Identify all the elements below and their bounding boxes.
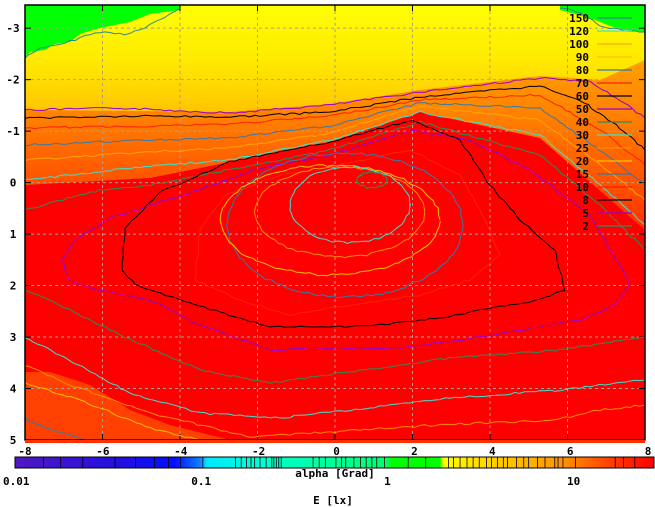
contour-line [25,416,84,440]
x-axis-label: alpha [Grad] [295,467,374,480]
x-axis: -8 -6 -4 -2 0 2 4 6 8 [18,445,651,458]
bottom-strip [25,440,645,443]
x-tick-label: 0 [333,445,340,458]
colorbar-tick-label: 0.1 [191,475,211,488]
contour-line [25,365,645,438]
colorbar-label: E [lx] [313,494,353,507]
contour-line [25,76,645,119]
x-tick-label: 8 [645,445,652,458]
legend-label: 15 [576,168,589,181]
contour-lines [25,7,645,440]
legend-label: 60 [576,90,589,103]
legend-label: 80 [576,64,589,77]
y-tick-label: 4 [10,383,17,396]
legend-label: 8 [582,194,589,207]
x-tick-label: 6 [567,445,574,458]
contour-line [25,7,181,59]
contour-line [25,110,645,226]
legend-label: 20 [576,155,589,168]
x-tick-label: -2 [252,445,265,458]
contour-line [355,170,388,190]
contour-line [25,93,645,166]
x-tick-label: -8 [18,445,31,458]
legend-label: 5 [582,207,589,220]
y-tick-label: 5 [10,434,17,447]
heatmap-orange-region-bottom-left [25,372,230,440]
x-tick-label: -4 [174,445,188,458]
x-tick-label: 2 [411,445,418,458]
contour-line [25,382,201,440]
x-tick-label: -6 [96,445,110,458]
y-tick-label: -2 [6,74,19,87]
y-tick-label: 1 [10,228,17,241]
contour-line [25,85,645,151]
legend-label: 40 [576,116,589,129]
contour-line [25,120,645,251]
contour-line [61,129,631,352]
contour-line [25,289,645,384]
x-tick-label: 4 [489,445,496,458]
y-tick-label: -1 [6,125,20,138]
contour-line [25,337,645,419]
contour-line [289,165,411,245]
colorbar-tick-label: 1 [384,475,391,488]
y-tick-label: 0 [10,177,17,190]
legend-label: 70 [576,77,589,90]
y-tick-label: -3 [6,22,19,35]
legend-label: 25 [576,142,589,155]
legend-label: 2 [582,220,589,233]
heatmap-green-region-left [25,5,180,58]
contour-line [25,105,645,201]
colorbar-axis: 0.01 0.1 1 10 [3,475,580,488]
contour-line [226,152,464,299]
y-axis: -3 -2 -1 0 1 2 3 4 5 [6,22,20,447]
colorbar-gradient [14,456,655,469]
legend-label: 100 [569,38,589,51]
legend-label: 10 [576,181,589,194]
y-tick-label: 2 [10,280,17,293]
legend-label: 30 [576,129,589,142]
y-tick-label: 3 [10,331,17,344]
legend-label: 50 [576,103,589,116]
contour-line [219,164,441,277]
colorbar [14,456,655,469]
contour-line [121,120,566,328]
legend-label: 150 [569,12,589,25]
colorbar-tick-label: 10 [567,475,580,488]
legend-label: 120 [569,25,589,38]
colorbar-tick-label: 0.01 [3,475,30,488]
contour-line [194,149,501,316]
contour-line [25,102,645,186]
legend-label: 90 [576,51,589,64]
colorbar-segment-ticks [43,457,636,468]
